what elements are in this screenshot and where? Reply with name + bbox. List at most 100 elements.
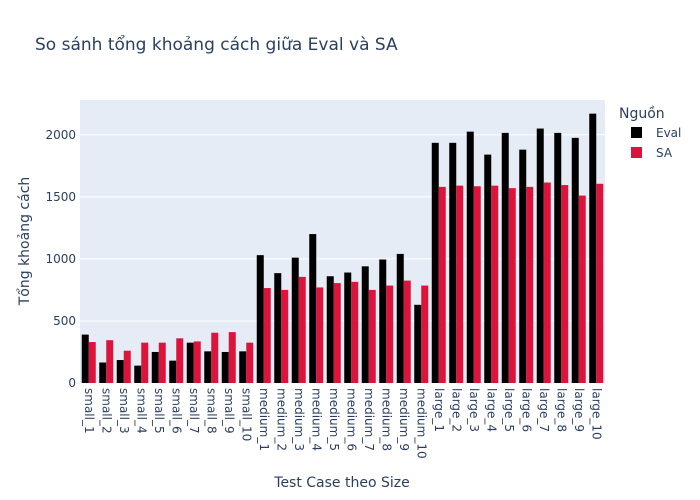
bar-sa-small_3 [123,350,131,383]
bar-eval-medium_10 [414,304,422,383]
bar-sa-small_1 [88,342,96,383]
x-tick-label: large_7 [537,388,551,432]
bar-eval-small_6 [169,360,177,383]
bar-eval-medium_4 [309,234,317,383]
x-tick-label: medium_1 [257,388,271,451]
y-axis-ticks: 0 500 1000 1500 2000 [45,128,76,390]
bar-eval-small_3 [116,360,124,383]
bar-sa-large_6 [526,186,534,383]
bar-eval-medium_8 [379,259,387,383]
bar-eval-medium_7 [361,266,369,383]
bar-eval-large_3 [466,131,474,383]
plot-area [80,100,605,383]
bar-eval-small_2 [99,362,107,383]
bar-sa-medium_1 [263,288,271,383]
bar-eval-small_5 [151,351,159,383]
x-tick-label: large_8 [554,388,568,432]
legend-label-eval: Eval [656,126,681,140]
x-tick-label: small_10 [239,388,253,441]
gridlines [80,134,605,322]
x-tick-label: small_1 [82,388,96,434]
bar-sa-small_4 [141,342,149,383]
bar-eval-large_5 [501,132,509,383]
x-tick-label: large_1 [432,388,446,432]
x-tick-label: medium_7 [362,388,376,451]
x-tick-label: medium_9 [397,388,411,451]
bar-eval-medium_6 [344,272,352,383]
bar-eval-large_2 [449,142,457,383]
x-tick-label: medium_8 [379,388,393,451]
bar-sa-small_2 [106,340,114,383]
bar-eval-medium_9 [396,253,404,383]
y-axis-title: Tổng khoảng cách [16,177,33,307]
x-tick-label: large_5 [502,388,516,432]
bar-eval-small_7 [186,342,194,383]
bar-sa-large_5 [508,188,516,383]
x-axis-ticks: small_1 small_2 small_3 small_4 small_5 small… [82,388,604,459]
y-tick-label: 1500 [45,190,76,204]
x-tick-label: small_8 [204,388,218,434]
y-tick-label: 1000 [45,252,76,266]
bar-sa-small_9 [228,332,236,383]
y-tick-label: 2000 [45,128,76,142]
x-tick-label: small_6 [169,388,183,434]
bar-sa-medium_4 [316,287,324,383]
bar-sa-large_2 [456,185,464,383]
bar-sa-large_8 [561,185,569,383]
x-tick-label: large_3 [467,388,481,432]
x-tick-label: large_2 [449,388,463,432]
bar-sa-large_3 [473,186,481,383]
x-tick-label: medium_6 [344,388,358,451]
bar-eval-large_7 [536,128,544,383]
bar-eval-medium_5 [326,276,334,383]
bar-eval-medium_3 [291,257,299,383]
x-axis-title: Test Case theo Size [273,475,409,491]
x-tick-label: small_7 [187,388,201,434]
legend-label-sa: SA [656,146,673,160]
x-tick-label: large_6 [519,388,533,432]
bar-eval-small_9 [221,351,229,383]
bar-eval-small_8 [204,351,212,383]
x-tick-label: small_2 [99,388,113,434]
x-tick-label: small_5 [152,388,166,434]
bar-sa-large_9 [578,195,586,383]
bar-sa-small_7 [193,341,201,383]
x-tick-label: medium_5 [327,388,341,451]
bar-eval-medium_2 [274,273,282,383]
bar-eval-large_6 [519,149,527,383]
bar-sa-medium_7 [368,289,376,383]
x-tick-label: large_9 [572,388,586,432]
bar-eval-small_4 [134,365,142,383]
bar-sa-medium_6 [351,281,359,383]
x-tick-label: small_9 [222,388,236,434]
x-tick-label: large_10 [589,388,603,440]
bar-sa-medium_3 [298,276,306,383]
bar-sa-small_5 [158,342,166,383]
bar-sa-medium_5 [333,283,341,383]
bar-eval-medium_1 [256,255,264,383]
legend: Nguồn Eval SA [619,105,681,160]
x-tick-label: large_4 [484,388,498,432]
y-tick-label: 0 [68,376,76,390]
bar-eval-large_10 [589,113,597,384]
x-tick-label: small_4 [134,388,148,434]
bars [81,113,604,384]
legend-swatch-sa [631,147,642,158]
y-tick-label: 500 [53,314,76,328]
legend-items: Eval SA [631,126,681,160]
bar-eval-large_4 [484,154,492,383]
bar-eval-large_1 [431,142,439,383]
bar-eval-large_9 [571,137,579,383]
legend-title: Nguồn [619,105,665,122]
bar-sa-medium_10 [421,285,429,383]
x-tick-label: medium_4 [309,388,323,451]
chart-title: So sánh tổng khoảng cách giữa Eval và SA [35,34,398,55]
bar-eval-large_8 [554,132,562,383]
x-tick-label: medium_3 [292,388,306,451]
bar-eval-small_10 [239,351,247,383]
bar-sa-medium_2 [281,289,289,383]
bar-sa-medium_8 [386,285,394,383]
bar-sa-large_4 [491,185,499,383]
